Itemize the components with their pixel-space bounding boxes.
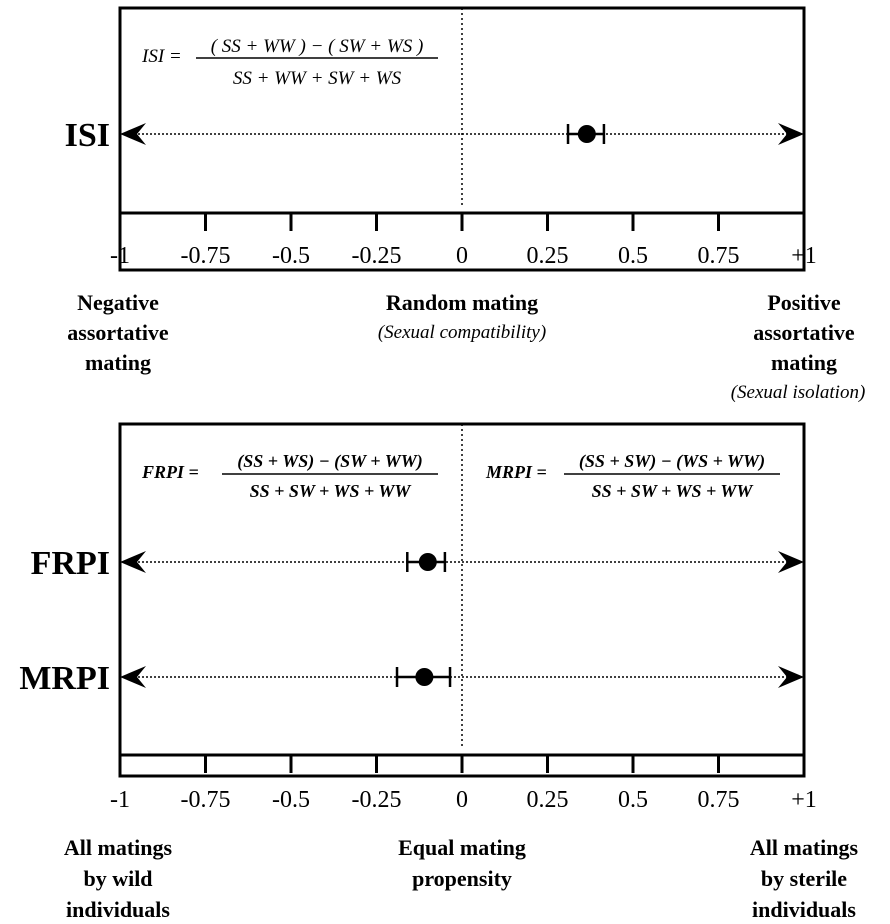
rpi-right-caption-line: individuals (752, 897, 856, 922)
isi-right-caption-line: assortative (753, 320, 855, 345)
isi-formula-denominator: SS + WW + SW + WS (233, 68, 402, 89)
mrpi-data-point (415, 668, 434, 686)
isi-left-caption-line: Negative (77, 290, 159, 315)
isi-formula-numerator: ( SS + WW ) − ( SW + WS ) (211, 36, 424, 57)
rpi-center-caption-line: Equal mating (398, 835, 526, 860)
frpi-left-arrowhead (120, 551, 146, 573)
x-axis-tick-label: -0.25 (352, 243, 402, 269)
x-axis-tick-label: 0.75 (698, 243, 740, 269)
x-axis-tick-label: +1 (791, 243, 817, 269)
rpi-left-caption-line: individuals (66, 897, 170, 922)
mrpi-formula-lhs: MRPI = (485, 462, 547, 482)
frpi-formula: FRPI = (SS + WS) − (SW + WW) SS + SW + W… (141, 451, 438, 501)
x-axis-tick-label: -1 (110, 243, 130, 269)
rpi-left-caption: All matings by wild individuals (64, 835, 173, 922)
isi-center-caption-italic: (Sexual compatibility) (378, 322, 546, 343)
isi-right-caption-italic: (Sexual isolation) (731, 382, 866, 403)
mrpi-left-arrowhead (120, 666, 146, 688)
rpi-right-caption: All matings by sterile individuals (750, 835, 859, 922)
isi-left-caption: Negative assortative mating (67, 290, 169, 375)
rpi-right-caption-line: by sterile (761, 866, 847, 891)
mrpi-formula: MRPI = (SS + SW) − (WS + WW) SS + SW + W… (485, 451, 780, 501)
series-label-frpi: FRPI (31, 545, 110, 582)
rpi-center-caption: Equal mating propensity (398, 835, 526, 891)
mrpi-formula-numerator: (SS + SW) − (WS + WW) (579, 451, 765, 472)
isi-center-caption-line: Random mating (386, 290, 538, 315)
x-axis-tick-label: -0.75 (181, 243, 231, 269)
x-axis-tick-label: -1 (110, 787, 130, 813)
x-axis-tick-label: 0 (456, 787, 468, 813)
x-axis-tick-label: 0.25 (527, 787, 569, 813)
series-label-isi: ISI (65, 117, 110, 154)
x-axis-tick-label: +1 (791, 787, 817, 813)
x-axis-tick-label: -0.5 (272, 787, 310, 813)
isi-center-caption: Random mating (Sexual compatibility) (378, 290, 546, 343)
isi-formula: ISI = ( SS + WW ) − ( SW + WS ) SS + WW … (141, 36, 438, 89)
x-axis-tick-label: -0.5 (272, 243, 310, 269)
mrpi-right-arrowhead (778, 666, 804, 688)
mrpi-formula-denominator: SS + SW + WS + WW (592, 481, 755, 501)
frpi-right-arrowhead (778, 551, 804, 573)
rpi-panel: FRPI = (SS + WS) − (SW + WW) SS + SW + W… (19, 422, 859, 922)
rpi-left-caption-line: All matings (64, 835, 173, 860)
x-axis-tick-label: -0.25 (352, 787, 402, 813)
isi-data-point (577, 125, 596, 143)
frpi-formula-lhs: FRPI = (141, 462, 199, 482)
rpi-x-axis-ticks: -1 -0.75 -0.5 -0.25 0 0.25 0.5 0.75 +1 (110, 755, 817, 813)
series-label-mrpi: MRPI (19, 660, 110, 697)
isi-right-caption: Positive assortative mating (Sexual isol… (731, 290, 866, 403)
frpi-data-point (418, 553, 437, 571)
rpi-center-caption-line: propensity (412, 866, 512, 891)
x-axis-tick-label: 0.5 (618, 787, 648, 813)
isi-panel: ISI = ( SS + WW ) − ( SW + WS ) SS + WW … (65, 6, 866, 403)
x-axis-tick-label: 0.75 (698, 787, 740, 813)
x-axis-tick-label: 0.5 (618, 243, 648, 269)
frpi-formula-denominator: SS + SW + WS + WW (250, 481, 413, 501)
isi-right-caption-line: mating (771, 350, 837, 375)
isi-right-arrowhead (778, 123, 804, 145)
rpi-left-caption-line: by wild (83, 866, 152, 891)
isi-data (566, 124, 606, 144)
x-axis-tick-label: 0 (456, 243, 468, 269)
mrpi-data (395, 667, 452, 687)
isi-left-caption-line: mating (85, 350, 151, 375)
x-axis-tick-label: -0.75 (181, 787, 231, 813)
isi-x-axis-ticks: -1 -0.75 -0.5 -0.25 0 0.25 0.5 0.75 +1 (110, 213, 817, 269)
rpi-right-caption-line: All matings (750, 835, 859, 860)
isi-formula-lhs: ISI = (141, 46, 182, 67)
isi-right-caption-line: Positive (767, 290, 841, 315)
frpi-formula-numerator: (SS + WS) − (SW + WW) (237, 451, 422, 472)
isi-left-caption-line: assortative (67, 320, 169, 345)
x-axis-tick-label: 0.25 (527, 243, 569, 269)
isi-left-arrowhead (120, 123, 146, 145)
frpi-data (406, 552, 447, 572)
